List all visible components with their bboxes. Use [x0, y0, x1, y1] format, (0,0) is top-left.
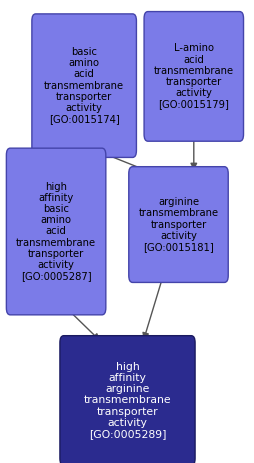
FancyBboxPatch shape: [6, 148, 105, 315]
FancyBboxPatch shape: [32, 14, 136, 157]
Text: basic
amino
acid
transmembrane
transporter
activity
[GO:0015174]: basic amino acid transmembrane transport…: [44, 47, 124, 124]
Text: high
affinity
arginine
transmembrane
transporter
activity
[GO:0005289]: high affinity arginine transmembrane tra…: [83, 362, 171, 439]
FancyBboxPatch shape: [60, 336, 194, 463]
Text: high
affinity
basic
amino
acid
transmembrane
transporter
activity
[GO:0005287]: high affinity basic amino acid transmemb…: [16, 181, 96, 282]
Text: L-amino
acid
transmembrane
transporter
activity
[GO:0015179]: L-amino acid transmembrane transporter a…: [153, 44, 233, 109]
Text: arginine
transmembrane
transporter
activity
[GO:0015181]: arginine transmembrane transporter activ…: [138, 197, 218, 252]
FancyBboxPatch shape: [128, 167, 227, 282]
FancyBboxPatch shape: [144, 12, 243, 141]
